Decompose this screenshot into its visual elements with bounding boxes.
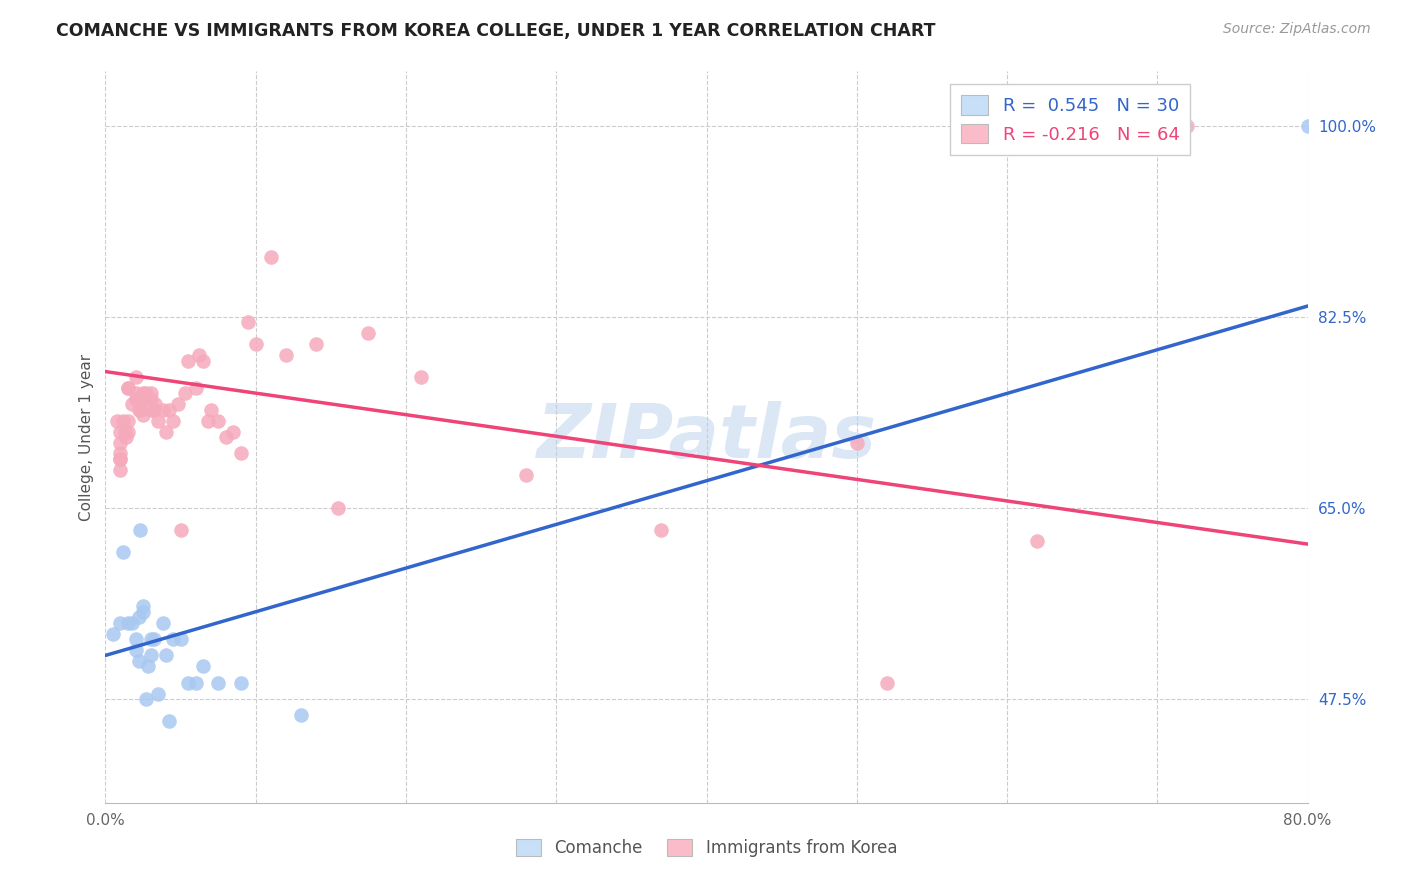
Point: [1026, 533, 1049, 548]
Point: [142, 402, 165, 417]
Point: [110, 425, 132, 439]
Point: [112, 545, 135, 559]
Point: [187, 348, 209, 362]
Point: [1175, 119, 1198, 133]
Point: [191, 659, 214, 673]
Point: [115, 430, 138, 444]
Point: [1296, 119, 1319, 133]
Point: [409, 370, 432, 384]
Point: [169, 632, 191, 646]
Point: [169, 523, 191, 537]
Point: [191, 353, 214, 368]
Point: [155, 425, 177, 439]
Point: [200, 402, 222, 417]
Point: [650, 523, 672, 537]
Point: [229, 675, 252, 690]
Point: [124, 392, 146, 406]
Point: [128, 392, 150, 406]
Point: [107, 414, 129, 428]
Point: [876, 675, 898, 690]
Point: [166, 397, 188, 411]
Point: [124, 370, 146, 384]
Point: [177, 353, 200, 368]
Point: [184, 675, 207, 690]
Point: [132, 392, 155, 406]
Point: [128, 402, 150, 417]
Point: [136, 659, 159, 673]
Point: [515, 468, 537, 483]
Point: [357, 326, 380, 341]
Point: [129, 402, 152, 417]
Point: [112, 414, 135, 428]
Point: [328, 501, 350, 516]
Point: [177, 675, 200, 690]
Point: [124, 386, 146, 401]
Point: [845, 435, 868, 450]
Point: [129, 523, 152, 537]
Point: [157, 402, 180, 417]
Point: [117, 381, 139, 395]
Point: [124, 392, 146, 406]
Point: [124, 632, 146, 646]
Point: [260, 250, 283, 264]
Point: [146, 414, 169, 428]
Point: [110, 615, 132, 630]
Point: [222, 425, 245, 439]
Point: [117, 425, 139, 439]
Text: ZIPatlas: ZIPatlas: [537, 401, 876, 474]
Point: [114, 425, 136, 439]
Point: [197, 414, 219, 428]
Point: [143, 397, 166, 411]
Point: [214, 430, 236, 444]
Point: [274, 348, 297, 362]
Point: [121, 397, 143, 411]
Point: [135, 392, 157, 406]
Point: [305, 337, 328, 351]
Point: [152, 402, 174, 417]
Point: [132, 599, 155, 614]
Point: [101, 626, 124, 640]
Point: [139, 632, 162, 646]
Point: [207, 675, 229, 690]
Point: [162, 414, 184, 428]
Point: [110, 451, 132, 466]
Point: [229, 446, 252, 460]
Point: [290, 708, 312, 723]
Point: [238, 315, 260, 329]
Point: [139, 386, 162, 401]
Point: [117, 381, 139, 395]
Point: [110, 446, 132, 460]
Point: [124, 643, 146, 657]
Point: [132, 386, 155, 401]
Point: [245, 337, 267, 351]
Y-axis label: College, Under 1 year: College, Under 1 year: [79, 353, 94, 521]
Point: [146, 687, 169, 701]
Point: [110, 451, 132, 466]
Point: [139, 648, 162, 663]
Point: [152, 615, 174, 630]
Point: [184, 381, 207, 395]
Point: [162, 632, 184, 646]
Point: [139, 402, 162, 417]
Point: [132, 605, 155, 619]
Point: [155, 648, 177, 663]
Point: [132, 409, 155, 423]
Text: COMANCHE VS IMMIGRANTS FROM KOREA COLLEGE, UNDER 1 YEAR CORRELATION CHART: COMANCHE VS IMMIGRANTS FROM KOREA COLLEG…: [56, 22, 936, 40]
Point: [174, 386, 197, 401]
Point: [110, 435, 132, 450]
Point: [128, 610, 150, 624]
Legend: Comanche, Immigrants from Korea: Comanche, Immigrants from Korea: [509, 832, 904, 864]
Point: [157, 714, 180, 728]
Point: [117, 615, 139, 630]
Point: [128, 654, 150, 668]
Point: [110, 463, 132, 477]
Point: [117, 414, 139, 428]
Point: [139, 392, 162, 406]
Point: [135, 386, 157, 401]
Point: [121, 615, 143, 630]
Point: [135, 692, 157, 706]
Text: Source: ZipAtlas.com: Source: ZipAtlas.com: [1223, 22, 1371, 37]
Point: [142, 632, 165, 646]
Point: [207, 414, 229, 428]
